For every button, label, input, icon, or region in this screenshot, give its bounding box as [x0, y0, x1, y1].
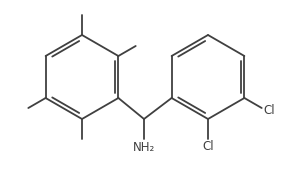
Text: Cl: Cl — [202, 140, 214, 153]
Text: Cl: Cl — [263, 104, 275, 117]
Text: NH₂: NH₂ — [133, 141, 155, 154]
